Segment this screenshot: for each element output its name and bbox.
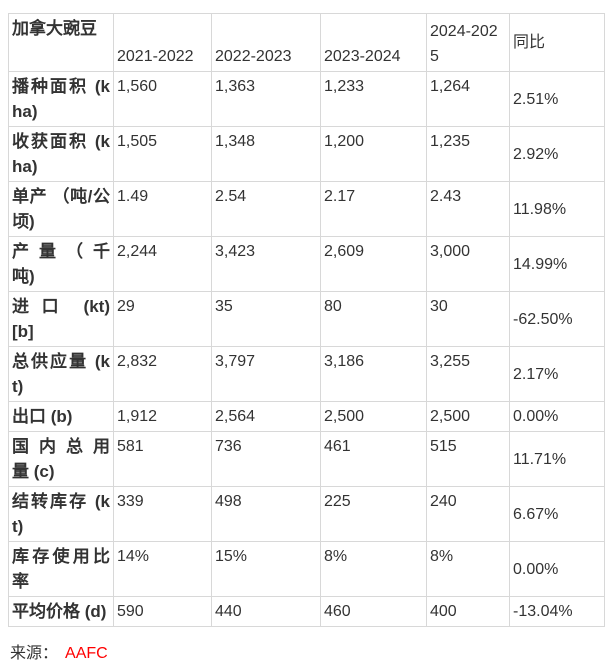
yoy-value: 2.17% [509, 346, 605, 402]
cell-value: 1,264 [426, 71, 510, 127]
row-label: 总供应量 (kt) [8, 346, 114, 402]
cell-value: 8% [320, 541, 427, 597]
cell-value: 736 [211, 431, 321, 487]
cell-value: 339 [113, 486, 212, 542]
cell-value: 498 [211, 486, 321, 542]
yoy-value: 14.99% [509, 236, 605, 292]
cell-value: 1,912 [113, 401, 212, 432]
column-header-2021-2022: 2021-2022 [113, 13, 212, 72]
row-label: 出口 (b) [8, 401, 114, 432]
cell-value: 1,348 [211, 126, 321, 182]
yoy-value: 0.00% [509, 401, 605, 432]
column-header-yoy: 同比 [509, 13, 605, 72]
yoy-value: 0.00% [509, 541, 605, 597]
cell-value: 14% [113, 541, 212, 597]
table-body: 播种面积 (kha) 1,560 1,363 1,233 1,264 2.51% 收获面积 … [8, 71, 605, 627]
column-header-2022-2023: 2022-2023 [211, 13, 321, 72]
cell-value: 1,233 [320, 71, 427, 127]
row-label: 进 口 (kt)[b] [8, 291, 114, 347]
cell-value: 240 [426, 486, 510, 542]
yoy-value: -62.50% [509, 291, 605, 347]
yoy-value: 11.98% [509, 181, 605, 237]
source-value: AAFC [65, 645, 108, 662]
cell-value: 2,500 [320, 401, 427, 432]
row-label: 单产 （吨/公顷) [8, 181, 114, 237]
cell-value: 1,505 [113, 126, 212, 182]
cell-value: 460 [320, 596, 427, 627]
cell-value: 1,235 [426, 126, 510, 182]
cell-value: 15% [211, 541, 321, 597]
table-row: 总供应量 (kt) 2,832 3,797 3,186 3,255 2.17% [8, 346, 605, 402]
row-label: 播种面积 (kha) [8, 71, 114, 127]
cell-value: 2,832 [113, 346, 212, 402]
table-title: 加拿大豌豆 [8, 13, 114, 72]
cell-value: 1.49 [113, 181, 212, 237]
cell-value: 3,000 [426, 236, 510, 292]
table-row: 国 内 总 用 量 (c) 581 736 461 515 11.71% [8, 431, 605, 487]
cell-value: 2.54 [211, 181, 321, 237]
table-row: 结转库存 (kt) 339 498 225 240 6.67% [8, 486, 605, 542]
cell-value: 2,500 [426, 401, 510, 432]
yoy-value: 11.71% [509, 431, 605, 487]
row-label: 平均价格 (d) [8, 596, 114, 627]
row-label: 收获面积 (kha) [8, 126, 114, 182]
cell-value: 2,564 [211, 401, 321, 432]
source-label: 来源： [10, 645, 59, 662]
cell-value: 590 [113, 596, 212, 627]
cell-value: 29 [113, 291, 212, 347]
source-line: 来源： AAFC [10, 644, 604, 664]
header-row: 加拿大豌豆 2021-2022 2022-2023 2023-2024 2024… [8, 13, 605, 72]
yoy-value: -13.04% [509, 596, 605, 627]
cell-value: 8% [426, 541, 510, 597]
table-row: 播种面积 (kha) 1,560 1,363 1,233 1,264 2.51% [8, 71, 605, 127]
column-header-2023-2024: 2023-2024 [320, 13, 427, 72]
row-label: 结转库存 (kt) [8, 486, 114, 542]
yoy-value: 2.51% [509, 71, 605, 127]
row-label: 库存使用比率 [8, 541, 114, 597]
cell-value: 1,363 [211, 71, 321, 127]
cell-value: 2,244 [113, 236, 212, 292]
cell-value: 35 [211, 291, 321, 347]
table-row: 单产 （吨/公顷) 1.49 2.54 2.17 2.43 11.98% [8, 181, 605, 237]
table-row: 出口 (b) 1,912 2,564 2,500 2,500 0.00% [8, 401, 605, 432]
cell-value: 400 [426, 596, 510, 627]
cell-value: 440 [211, 596, 321, 627]
cell-value: 2.17 [320, 181, 427, 237]
cell-value: 461 [320, 431, 427, 487]
cell-value: 80 [320, 291, 427, 347]
cell-value: 225 [320, 486, 427, 542]
cell-value: 2.43 [426, 181, 510, 237]
table-row: 产 量 （ 千吨) 2,244 3,423 2,609 3,000 14.99% [8, 236, 605, 292]
table-row: 进 口 (kt)[b] 29 35 80 30 -62.50% [8, 291, 605, 347]
cell-value: 3,255 [426, 346, 510, 402]
column-header-2024-2025: 2024-2025 [426, 13, 510, 72]
cell-value: 1,200 [320, 126, 427, 182]
cell-value: 581 [113, 431, 212, 487]
commodity-table: 加拿大豌豆 2021-2022 2022-2023 2023-2024 2024… [8, 13, 605, 627]
cell-value: 3,423 [211, 236, 321, 292]
cell-value: 3,186 [320, 346, 427, 402]
row-label: 产 量 （ 千吨) [8, 236, 114, 292]
cell-value: 2,609 [320, 236, 427, 292]
yoy-value: 6.67% [509, 486, 605, 542]
table-row: 平均价格 (d) 590 440 460 400 -13.04% [8, 596, 605, 627]
table-row: 库存使用比率 14% 15% 8% 8% 0.00% [8, 541, 605, 597]
cell-value: 1,560 [113, 71, 212, 127]
cell-value: 30 [426, 291, 510, 347]
table-row: 收获面积 (kha) 1,505 1,348 1,200 1,235 2.92% [8, 126, 605, 182]
cell-value: 515 [426, 431, 510, 487]
yoy-value: 2.92% [509, 126, 605, 182]
row-label: 国 内 总 用 量 (c) [8, 431, 114, 487]
cell-value: 3,797 [211, 346, 321, 402]
